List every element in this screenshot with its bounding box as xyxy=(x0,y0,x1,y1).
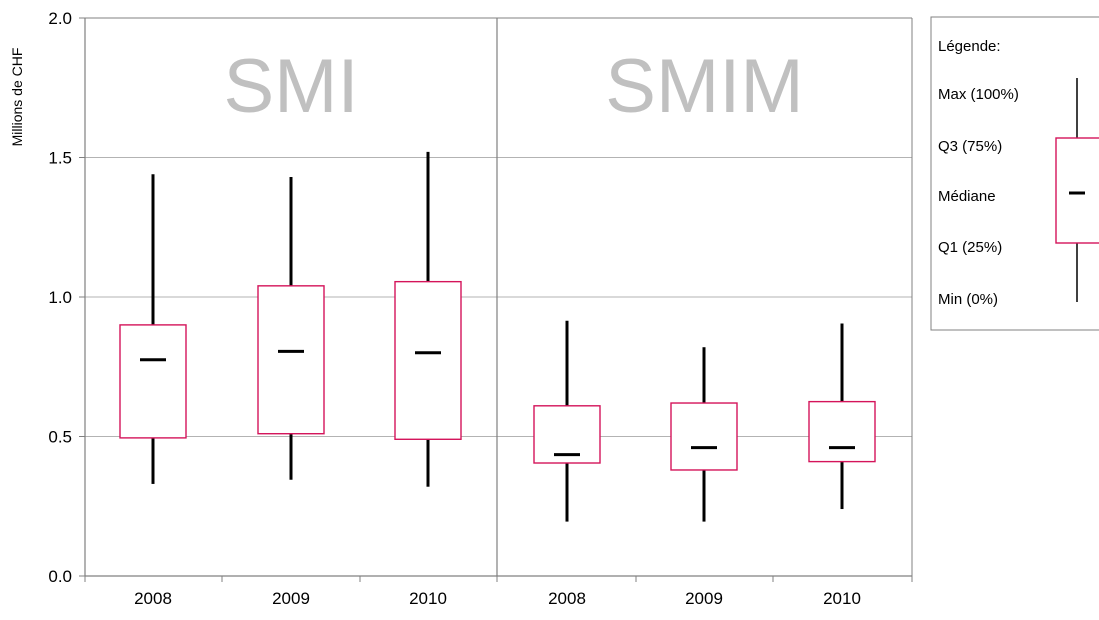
x-tick-label: 2010 xyxy=(409,589,447,608)
box-smim-2009 xyxy=(670,347,738,522)
panel-label-smi: SMI xyxy=(223,44,358,129)
iqr-box xyxy=(808,400,876,463)
legend: Légende: Max (100%) Q3 (75%) Médiane Q1 (25%… xyxy=(930,16,1099,331)
panel-label-smim: SMIM xyxy=(605,44,803,129)
iqr-box xyxy=(257,285,325,435)
legend-item: Q3 (75%) xyxy=(938,138,1002,155)
iqr-box xyxy=(394,280,462,440)
boxes-layer xyxy=(119,151,876,522)
axes-layer: 0.0 0.5 1.0 1.5 2.0 Millions de CHF 2008 2009 20… xyxy=(9,9,913,608)
y-tick-label: 0.0 xyxy=(48,567,72,586)
box-smim-2010 xyxy=(808,323,876,510)
iqr-box xyxy=(670,402,738,471)
y-tick-label: 1.0 xyxy=(48,288,72,307)
box-smi-2008 xyxy=(119,174,187,484)
iqr-box xyxy=(119,324,187,439)
x-tick-label: 2009 xyxy=(685,589,723,608)
legend-title: Légende: xyxy=(938,38,1001,55)
legend-item: Max (100%) xyxy=(938,86,1019,103)
y-tick-label: 0.5 xyxy=(48,428,72,447)
legend-item: Min (0%) xyxy=(938,291,998,308)
legend-sample-box xyxy=(1055,137,1099,244)
box-smi-2010 xyxy=(394,151,462,487)
x-tick-label: 2008 xyxy=(134,589,172,608)
y-axis-title: Millions de CHF xyxy=(9,48,25,147)
legend-item: Médiane xyxy=(938,188,996,205)
panel-labels: SMI SMIM xyxy=(223,44,803,129)
x-tick-label: 2010 xyxy=(823,589,861,608)
y-tick-label: 2.0 xyxy=(48,9,72,28)
plot-frame xyxy=(85,17,913,576)
box-smim-2008 xyxy=(533,320,601,522)
box-smi-2009 xyxy=(257,177,325,480)
y-tick-label: 1.5 xyxy=(48,149,72,168)
x-tick-label: 2008 xyxy=(548,589,586,608)
legend-item: Q1 (25%) xyxy=(938,239,1002,256)
x-tick-label: 2009 xyxy=(272,589,310,608)
